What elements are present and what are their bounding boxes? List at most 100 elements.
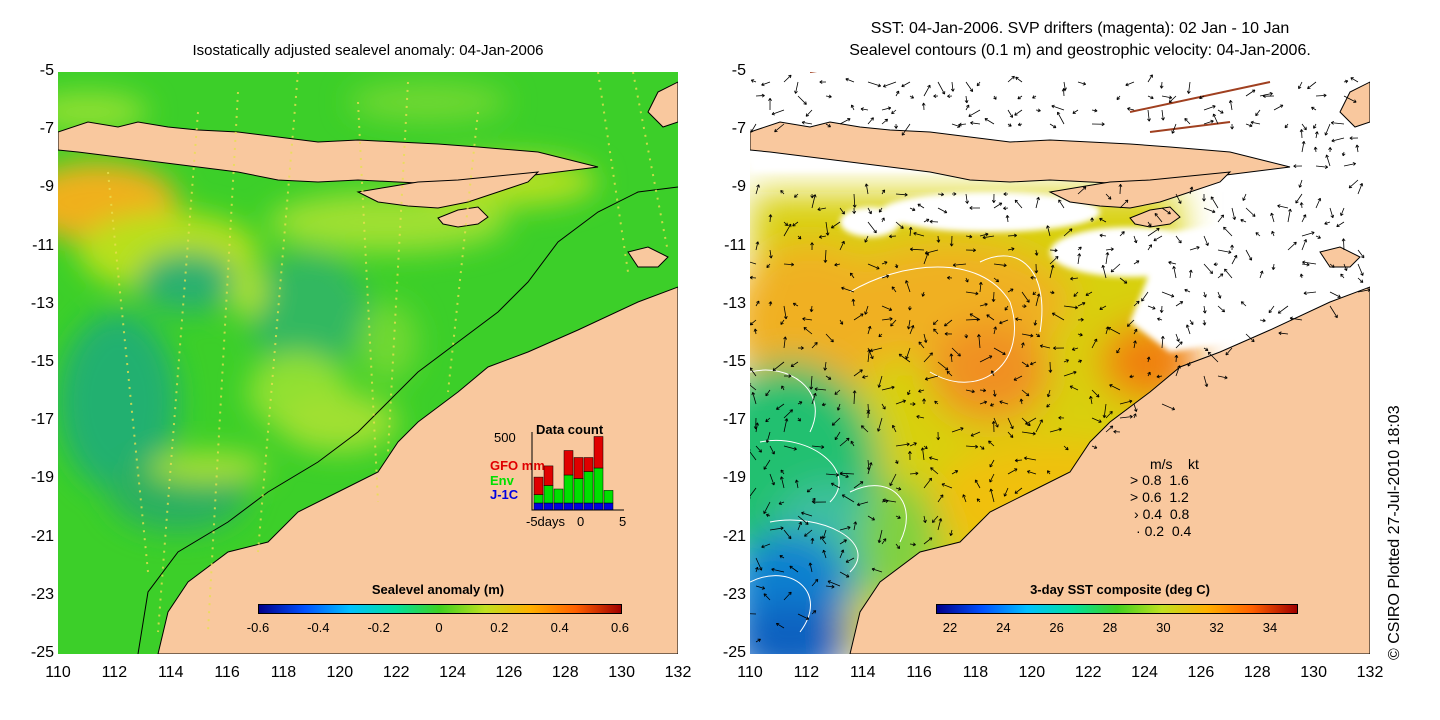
velocity-arrow — [895, 192, 908, 197]
velocity-arrow — [877, 529, 883, 544]
left-map-panel[interactable] — [58, 72, 678, 654]
velocity-arrow — [1255, 232, 1261, 237]
velocity-arrow — [1329, 263, 1335, 268]
velocity-arrow — [962, 494, 967, 503]
velocity-arrow — [839, 471, 855, 476]
left-colorbar — [258, 604, 622, 614]
velocity-arrow — [1189, 319, 1194, 325]
velocity-arrow — [1159, 305, 1164, 313]
velocity-arrow — [783, 336, 787, 349]
velocity-arrow — [783, 262, 795, 267]
velocity-arrow — [1133, 235, 1138, 244]
velocity-arrow — [825, 584, 835, 589]
lon-tick-label-left: 124 — [439, 664, 466, 681]
lat-tick-label-right: -15 — [722, 353, 746, 370]
velocity-arrow — [1007, 123, 1012, 127]
velocity-arrow — [1175, 333, 1180, 342]
lon-tick-label-left: 122 — [382, 664, 410, 681]
left-map-title: Isostatically adjusted sealevel anomaly:… — [192, 42, 544, 59]
velocity-arrow — [1119, 399, 1133, 405]
velocity-arrow — [839, 539, 847, 545]
velocity-arrow — [1175, 193, 1182, 204]
velocity-arrow — [1035, 108, 1041, 113]
velocity-arrow — [766, 263, 771, 269]
velocity-arrow — [839, 319, 844, 325]
velocity-arrow — [1231, 254, 1238, 265]
velocity-arrow — [761, 543, 771, 549]
lon-tick-label-left: 130 — [608, 664, 635, 681]
velocity-arrow — [1299, 202, 1304, 209]
velocity-arrow — [755, 93, 765, 98]
velocity-arrow — [1315, 165, 1329, 169]
lon-tick-label-right: 116 — [906, 664, 932, 681]
land-mass-right — [750, 81, 1370, 654]
velocity-arrow — [790, 361, 799, 367]
lon-tick-label-left: 112 — [101, 664, 128, 681]
colorbar-tick-label: 0 — [435, 620, 443, 635]
velocity-arrow — [783, 409, 793, 419]
land-mass — [58, 81, 678, 654]
velocity-arrow — [876, 417, 883, 432]
velocity-arrow — [797, 417, 801, 422]
velocity-arrow — [755, 422, 760, 433]
velocity-arrow — [1189, 245, 1200, 251]
velocity-arrow — [1049, 255, 1059, 265]
velocity-arrow — [929, 456, 939, 461]
velocity-arrow — [797, 515, 809, 525]
velocity-arrow — [765, 431, 771, 443]
velocity-arrow — [771, 567, 785, 573]
velocity-arrow — [881, 403, 886, 410]
colorbar-tick-label: 28 — [1102, 620, 1118, 635]
velocity-arrow — [1061, 88, 1066, 97]
velocity-arrow — [1023, 456, 1037, 461]
velocity-arrow — [937, 361, 949, 371]
velocity-arrow — [810, 537, 815, 545]
velocity-arrow — [881, 189, 886, 195]
velocity-arrow — [811, 445, 825, 449]
velocity-arrow — [1212, 113, 1219, 125]
velocity-arrow — [801, 120, 813, 125]
lat-tick-label-right: -23 — [722, 585, 746, 603]
velocity-arrow — [1026, 470, 1037, 475]
velocity-arrow — [809, 375, 814, 390]
velocity-arrow — [780, 190, 785, 195]
velocity-arrow — [755, 566, 759, 573]
velocity-arrow — [765, 513, 771, 518]
left-colorbar-title: Sealevel anomaly (m) — [371, 582, 505, 597]
velocity-arrow — [1175, 301, 1184, 307]
velocity-arrow — [993, 326, 997, 335]
velocity-arrow — [951, 123, 961, 128]
velocity-arrow — [1277, 305, 1289, 314]
velocity-arrow — [1324, 123, 1331, 136]
velocity-arrow — [839, 571, 850, 578]
velocity-arrow — [1147, 74, 1153, 83]
velocity-arrow — [881, 118, 889, 125]
velocity-arrow — [1102, 403, 1107, 418]
colorbar-tick-label: -0.4 — [307, 620, 330, 635]
right-map-panel[interactable] — [750, 72, 1370, 654]
velocity-arrow — [831, 417, 841, 426]
velocity-arrow — [1185, 324, 1191, 335]
velocity-arrow — [933, 94, 939, 98]
velocity-arrow — [968, 109, 981, 117]
velocity-arrow — [780, 469, 785, 475]
velocity-arrow — [934, 400, 939, 405]
velocity-arrow — [1053, 346, 1065, 351]
velocity-arrow — [965, 104, 970, 111]
velocity-arrow — [895, 487, 902, 491]
velocity-arrow — [890, 319, 897, 327]
velocity-arrow — [1049, 123, 1057, 129]
velocity-arrow — [1210, 196, 1219, 209]
velocity-arrow — [1223, 226, 1233, 237]
velocity-arrow — [936, 431, 941, 441]
velocity-arrow — [1240, 218, 1247, 223]
lon-tick-label-right: 124 — [1131, 664, 1158, 681]
lat-tick-label-right: -17 — [722, 411, 746, 429]
velocity-arrow — [1287, 208, 1292, 223]
velocity-arrow — [1046, 225, 1051, 237]
velocity-arrow — [1007, 468, 1018, 475]
velocity-arrow — [1289, 316, 1303, 321]
velocity-arrow — [1069, 385, 1079, 391]
velocity-arrow — [1033, 319, 1038, 326]
velocity-arrow — [937, 518, 943, 531]
